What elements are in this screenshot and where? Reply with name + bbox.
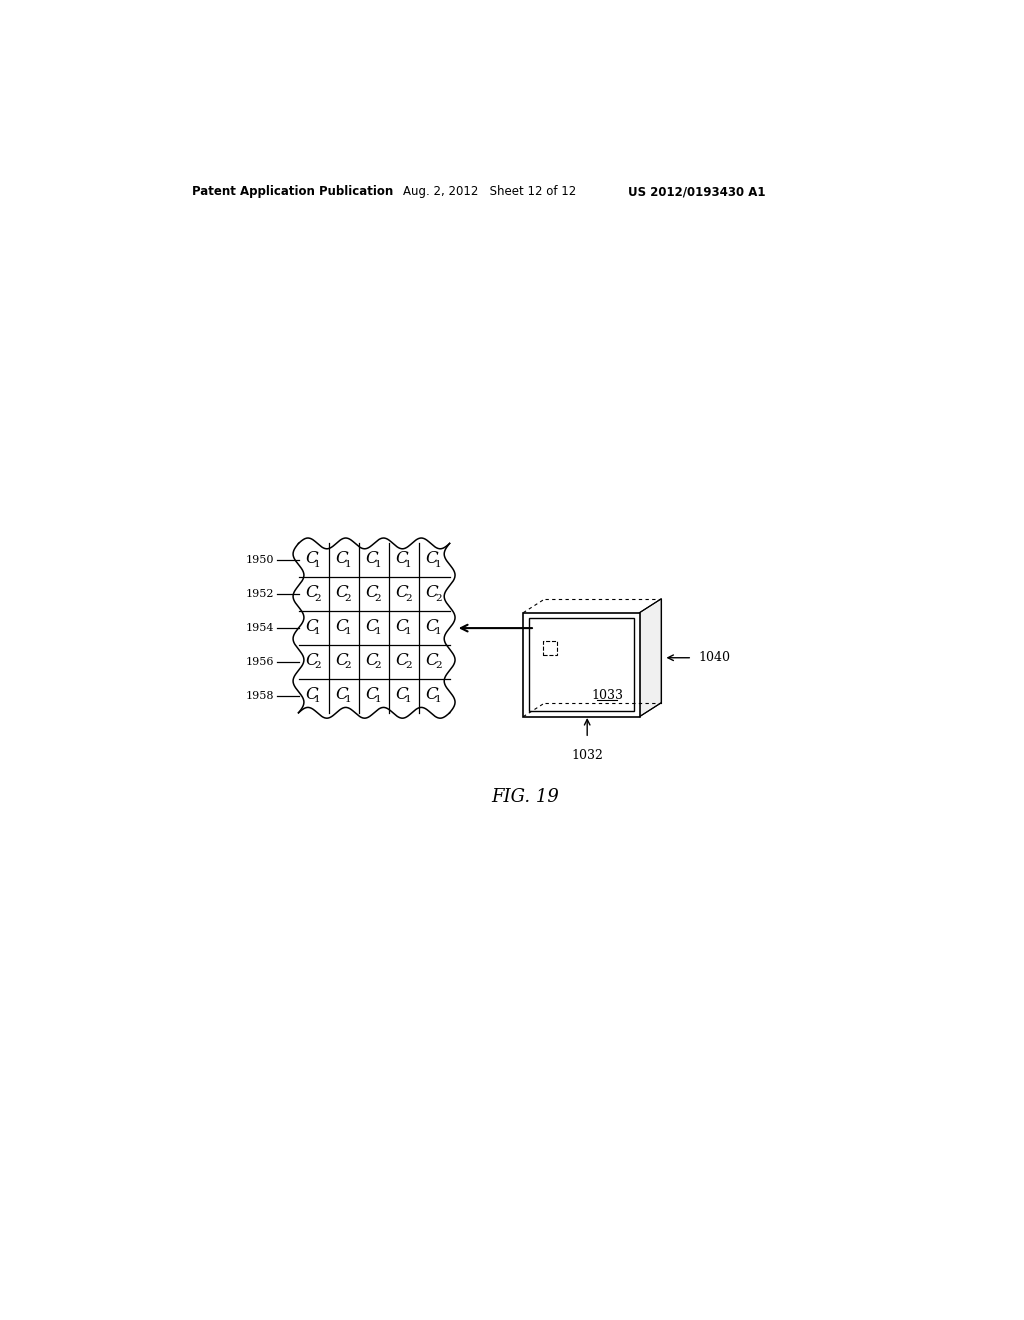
Text: 1033: 1033 bbox=[591, 689, 623, 702]
Text: 1: 1 bbox=[314, 560, 321, 569]
Text: 2: 2 bbox=[314, 594, 321, 602]
Text: C: C bbox=[426, 652, 438, 669]
Bar bbox=[543, 642, 557, 655]
Text: C: C bbox=[426, 585, 438, 601]
Text: C: C bbox=[335, 550, 348, 568]
Text: 1: 1 bbox=[435, 560, 441, 569]
Text: Patent Application Publication: Patent Application Publication bbox=[191, 185, 393, 198]
Text: C: C bbox=[335, 618, 348, 635]
Text: C: C bbox=[395, 686, 409, 702]
Text: C: C bbox=[335, 652, 348, 669]
Text: C: C bbox=[305, 652, 317, 669]
Text: 1: 1 bbox=[314, 696, 321, 704]
Text: 2: 2 bbox=[404, 661, 412, 671]
Text: 2: 2 bbox=[435, 661, 441, 671]
Text: C: C bbox=[426, 550, 438, 568]
Text: 2: 2 bbox=[375, 594, 381, 602]
Text: 2: 2 bbox=[344, 661, 351, 671]
Text: 1: 1 bbox=[404, 560, 412, 569]
Text: 1: 1 bbox=[314, 627, 321, 636]
Text: 1: 1 bbox=[344, 560, 351, 569]
Text: Aug. 2, 2012   Sheet 12 of 12: Aug. 2, 2012 Sheet 12 of 12 bbox=[403, 185, 577, 198]
Text: 2: 2 bbox=[375, 661, 381, 671]
Text: C: C bbox=[305, 550, 317, 568]
Text: 2: 2 bbox=[314, 661, 321, 671]
Text: 1958: 1958 bbox=[245, 690, 273, 701]
Text: 1: 1 bbox=[404, 696, 412, 704]
Text: 1952: 1952 bbox=[245, 589, 273, 599]
Text: C: C bbox=[305, 618, 317, 635]
Text: US 2012/0193430 A1: US 2012/0193430 A1 bbox=[628, 185, 765, 198]
Text: FIG. 19: FIG. 19 bbox=[490, 788, 559, 807]
Text: 1: 1 bbox=[375, 627, 381, 636]
Text: C: C bbox=[335, 686, 348, 702]
Bar bbox=[528, 618, 634, 711]
Bar bbox=[523, 612, 640, 717]
Text: 1: 1 bbox=[344, 627, 351, 636]
Text: 1: 1 bbox=[375, 560, 381, 569]
Text: 1950: 1950 bbox=[245, 556, 273, 565]
Text: C: C bbox=[426, 618, 438, 635]
Text: 1: 1 bbox=[404, 627, 412, 636]
Text: C: C bbox=[366, 550, 378, 568]
Text: C: C bbox=[395, 652, 409, 669]
Text: C: C bbox=[366, 585, 378, 601]
Text: 1040: 1040 bbox=[698, 651, 730, 664]
Text: C: C bbox=[366, 618, 378, 635]
Text: 1: 1 bbox=[435, 696, 441, 704]
Polygon shape bbox=[640, 599, 662, 717]
Text: 1: 1 bbox=[435, 627, 441, 636]
Text: C: C bbox=[366, 652, 378, 669]
Text: C: C bbox=[366, 686, 378, 702]
Text: C: C bbox=[305, 585, 317, 601]
Text: 2: 2 bbox=[435, 594, 441, 602]
Text: C: C bbox=[395, 550, 409, 568]
Text: C: C bbox=[305, 686, 317, 702]
Text: 2: 2 bbox=[344, 594, 351, 602]
Text: 2: 2 bbox=[404, 594, 412, 602]
Text: 1956: 1956 bbox=[245, 657, 273, 667]
Text: C: C bbox=[335, 585, 348, 601]
Text: C: C bbox=[426, 686, 438, 702]
Text: 1: 1 bbox=[375, 696, 381, 704]
Text: C: C bbox=[395, 618, 409, 635]
Text: 1032: 1032 bbox=[571, 748, 603, 762]
Text: 1: 1 bbox=[344, 696, 351, 704]
Text: 1954: 1954 bbox=[245, 623, 273, 634]
Text: C: C bbox=[395, 585, 409, 601]
